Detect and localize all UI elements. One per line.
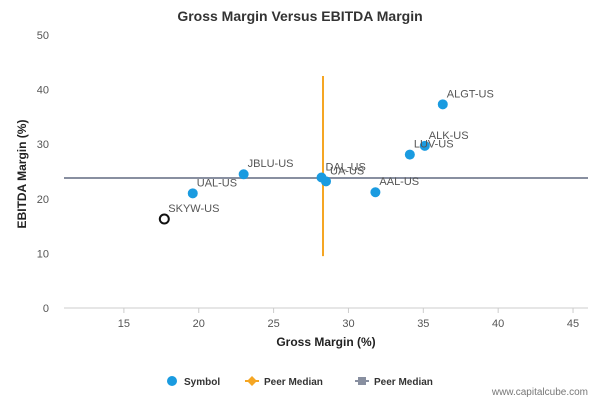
point-label-luv-us: LUV-US bbox=[414, 139, 454, 151]
point-algt-us bbox=[437, 99, 448, 110]
x-tick-label: 25 bbox=[267, 318, 279, 330]
point-skyw-us bbox=[158, 213, 170, 225]
y-tick-label: 40 bbox=[37, 85, 49, 97]
y-tick-label: 30 bbox=[37, 139, 49, 151]
y-tick-label: 10 bbox=[37, 248, 49, 260]
legend-item: Symbol bbox=[167, 376, 220, 388]
legend-item: Peer Median bbox=[245, 376, 323, 388]
x-tick-label: 20 bbox=[193, 318, 205, 330]
legend-diamond-marker bbox=[247, 376, 257, 386]
x-tick-label: 45 bbox=[567, 318, 579, 330]
point-luv-us bbox=[404, 149, 415, 160]
point-label-aal-us: AAL-US bbox=[379, 176, 419, 188]
y-axis-ticks: 0 10 20 30 40 50 bbox=[37, 30, 49, 315]
x-axis-ticks: 15 20 25 30 35 40 45 bbox=[118, 308, 579, 330]
point-label-skyw-us: SKYW-US bbox=[168, 203, 219, 215]
legend-label: Peer Median bbox=[374, 377, 433, 388]
point-aal-us bbox=[370, 187, 381, 198]
legend-square-marker bbox=[358, 377, 366, 385]
y-axis-title: EBITDA Margin (%) bbox=[15, 120, 29, 229]
point-label-ual-us: UAL-US bbox=[197, 177, 237, 189]
legend-item: Peer Median bbox=[355, 377, 433, 388]
point-ual-us bbox=[187, 188, 198, 199]
chart-title: Gross Margin Versus EBITDA Margin bbox=[177, 8, 422, 24]
legend-symbol-marker bbox=[167, 376, 177, 386]
y-tick-label: 0 bbox=[43, 303, 49, 315]
x-tick-label: 40 bbox=[492, 318, 504, 330]
point-label-algt-us: ALGT-US bbox=[447, 88, 494, 100]
point-label-dal-us: DAL-US bbox=[326, 162, 366, 174]
x-tick-label: 30 bbox=[342, 318, 354, 330]
legend-label: Symbol bbox=[184, 377, 220, 388]
point-label-ua-us: UA-US bbox=[330, 165, 364, 177]
x-tick-label: 35 bbox=[417, 318, 429, 330]
legend-label: Peer Median bbox=[264, 377, 323, 388]
y-tick-label: 50 bbox=[37, 30, 49, 42]
point-label-jblu-us: JBLU-US bbox=[248, 158, 294, 170]
point-ua-us bbox=[321, 176, 331, 187]
point-jblu-us bbox=[238, 169, 249, 180]
x-tick-label: 15 bbox=[118, 318, 130, 330]
legend: Symbol Peer Median Peer Median bbox=[167, 376, 433, 388]
watermark: www.capitalcube.com bbox=[491, 387, 588, 398]
point-label-alk-us: ALK-US bbox=[429, 130, 469, 142]
x-axis-title: Gross Margin (%) bbox=[276, 335, 375, 349]
y-tick-label: 20 bbox=[37, 194, 49, 206]
point-alk-us bbox=[419, 140, 430, 151]
